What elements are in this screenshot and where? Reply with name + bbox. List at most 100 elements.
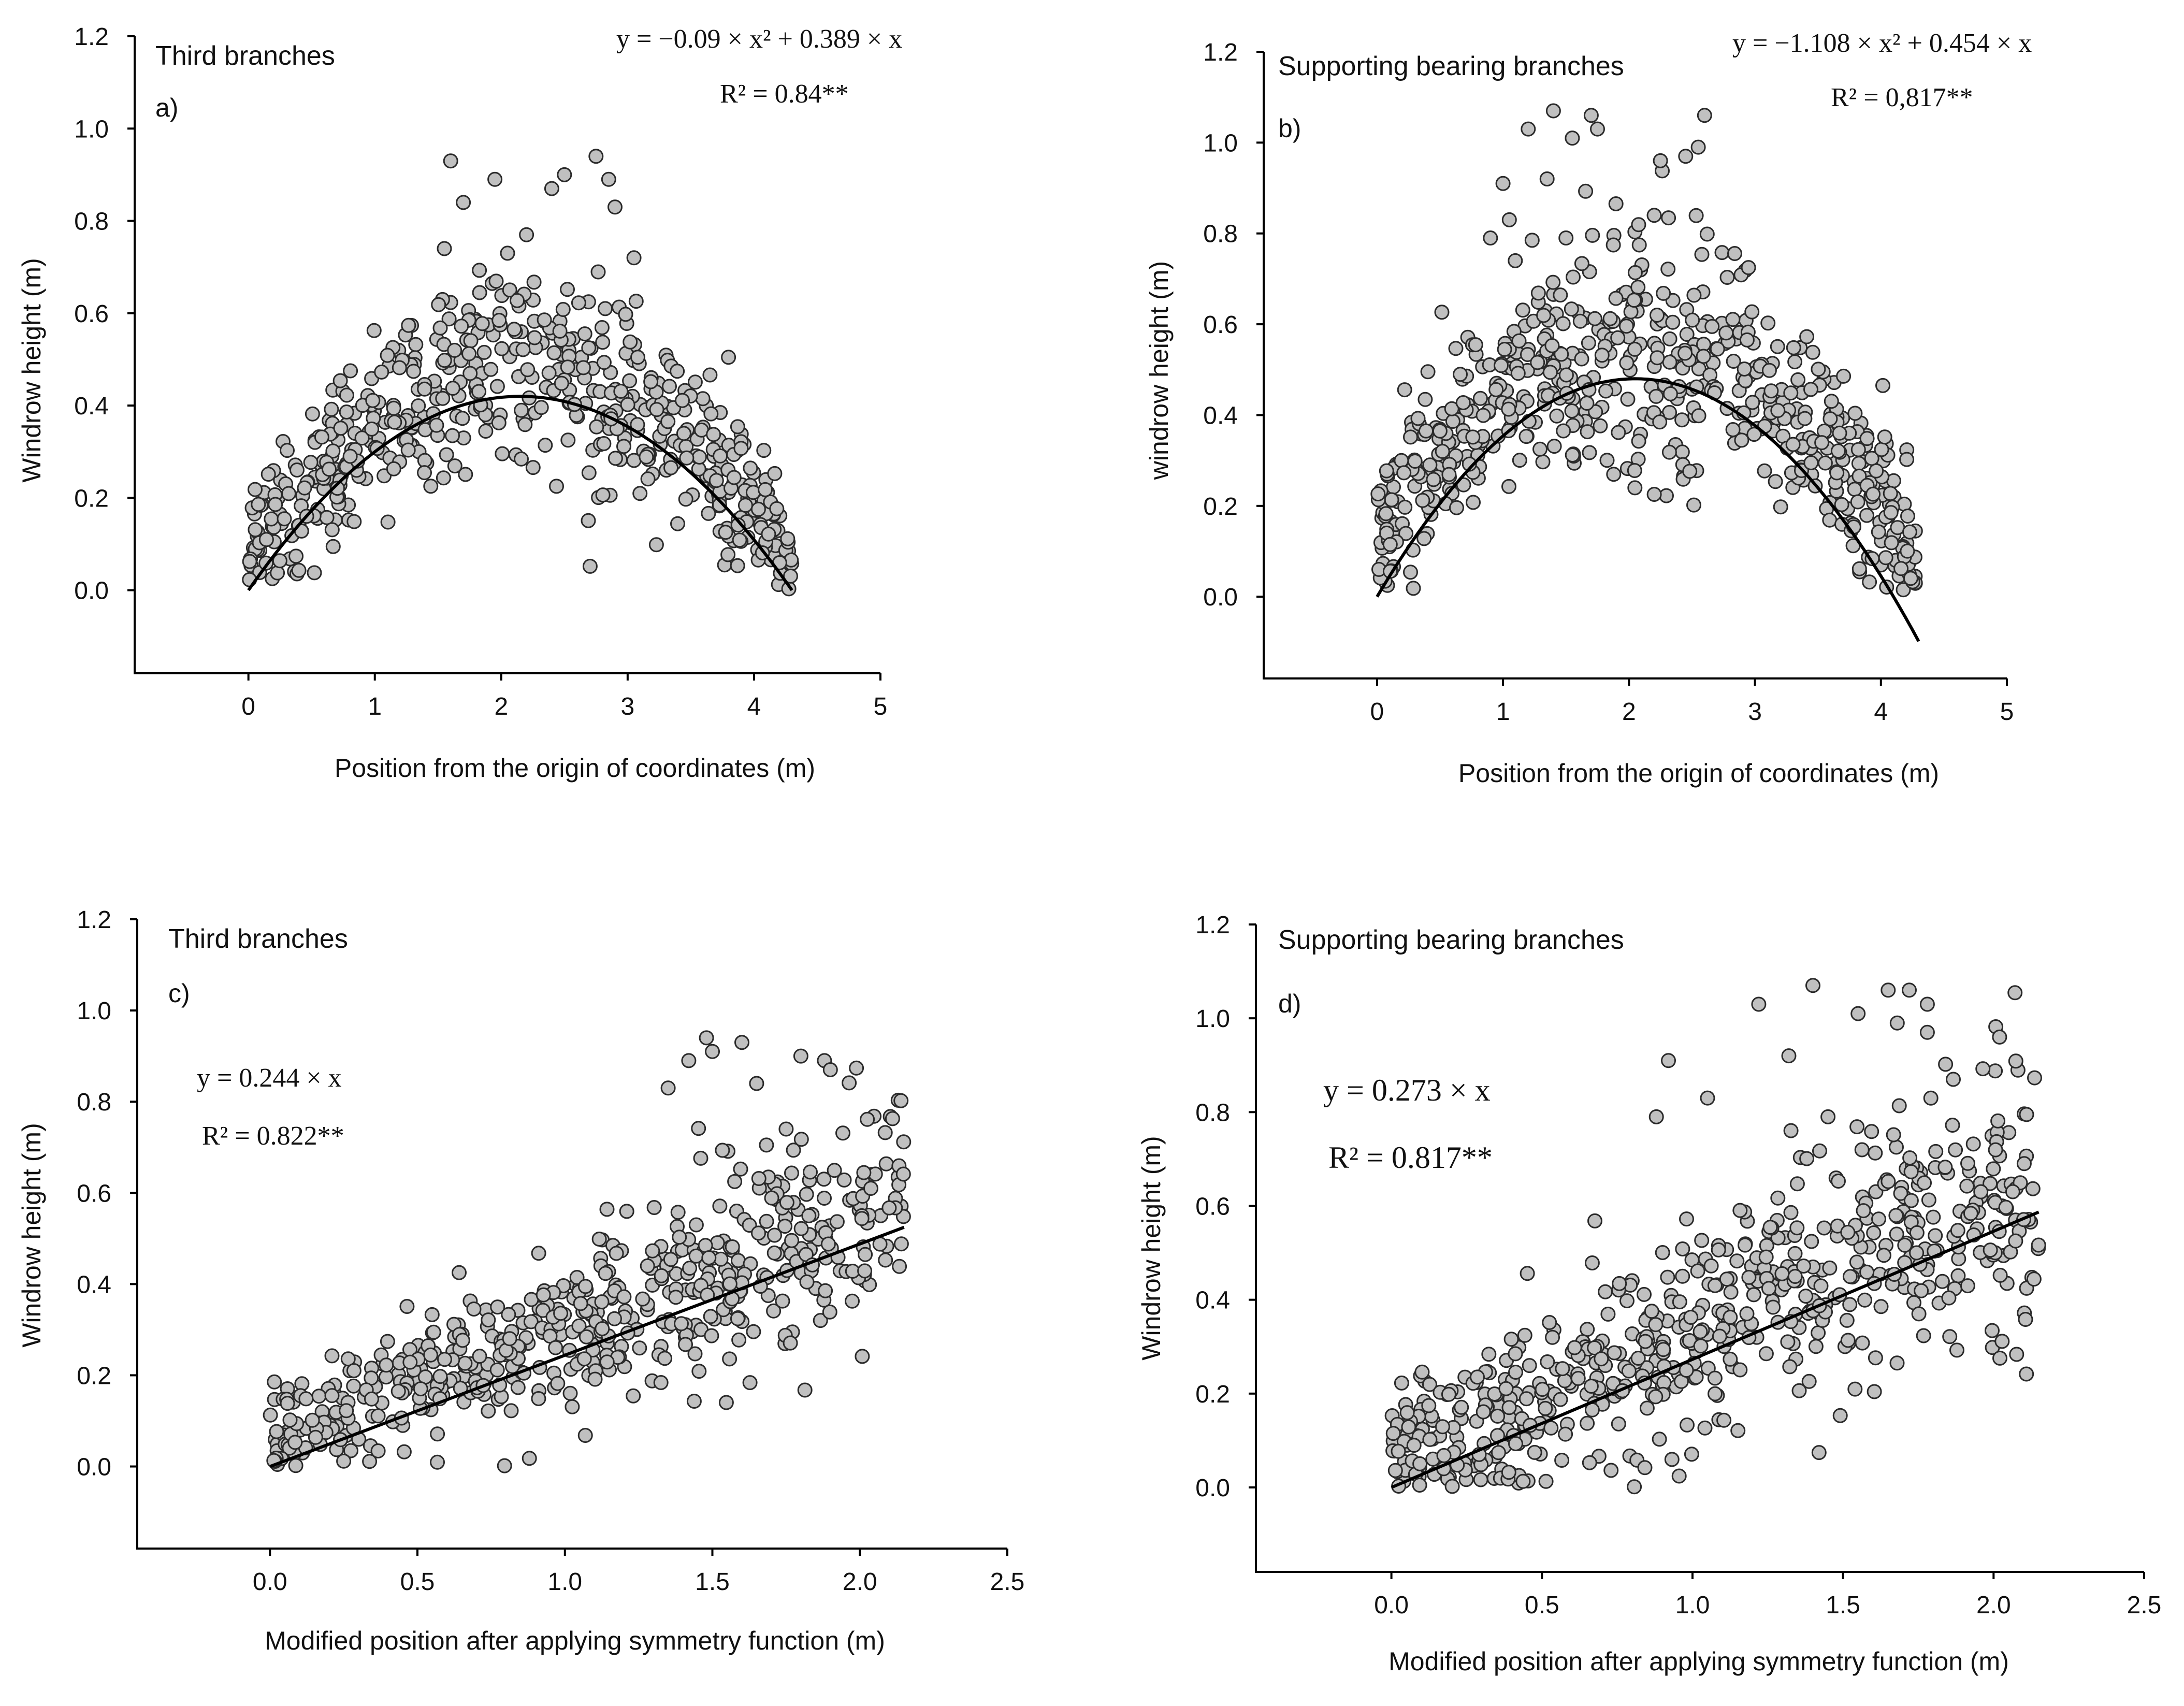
panel-b-data-point — [1662, 331, 1677, 346]
panel-c-data-point — [654, 1268, 669, 1283]
panel-a: 0 1 2 3 4 5 0.0 0.2 0.4 0.6 0.8 1.0 1.2 Third branch… — [17, 23, 902, 783]
panel-b-data-point — [1536, 308, 1552, 323]
panel-b-data-point — [1416, 531, 1432, 546]
panel-b-data-point — [1847, 406, 1863, 421]
panel-c-data-point — [287, 1435, 303, 1450]
panel-d-data-point — [1414, 1364, 1430, 1380]
panel-a-y-tick-label: 0.8 — [74, 208, 109, 236]
panel-c-data-point — [280, 1396, 295, 1411]
panel-d-data-point — [1983, 1176, 1998, 1191]
panel-d-data-point — [1730, 1423, 1746, 1438]
panel-b-points — [1370, 103, 1923, 598]
panel-a-data-point — [248, 522, 263, 538]
panel-a-data-point — [322, 461, 337, 477]
panel-b-data-point — [1847, 482, 1862, 497]
panel-a-data-point — [780, 531, 796, 546]
panel-d-data-point — [1761, 1281, 1776, 1296]
panel-c-data-point — [672, 1230, 687, 1245]
panel-c-data-point — [793, 1221, 809, 1236]
panel-c-data-point — [288, 1458, 303, 1473]
panel-b-x-tick-label: 1 — [1496, 698, 1510, 726]
panel-c-data-point — [578, 1329, 594, 1344]
panel-d-data-point — [1587, 1340, 1602, 1355]
panel-a-data-point — [670, 516, 685, 531]
panel-a-data-point — [374, 364, 389, 380]
panel-d-data-point — [1902, 982, 1917, 998]
panel-b-data-point — [1483, 230, 1498, 245]
panel-a-data-point — [517, 417, 533, 432]
panel-d-data-point — [1937, 1160, 1953, 1175]
panel-d-fit-line — [1391, 1210, 2040, 1489]
panel-b-data-point — [1850, 442, 1866, 457]
panel-a-data-point — [325, 443, 341, 459]
panel-d-x-tick-label: 2.5 — [2127, 1592, 2162, 1619]
panel-d-data-point — [1639, 1400, 1655, 1416]
panel-a-data-point — [431, 297, 446, 312]
panel-a-data-point — [324, 522, 340, 538]
panel-a-y-tick-label: 0.6 — [74, 300, 109, 328]
panel-d-data-point — [1607, 1345, 1622, 1361]
panel-c-data-point — [849, 1060, 864, 1076]
panel-b-data-point — [1874, 442, 1889, 457]
panel-d-data-point — [1693, 1324, 1708, 1339]
panel-b-data-point — [1814, 435, 1830, 451]
panel-c-data-point — [370, 1443, 386, 1458]
panel-b-data-point — [1725, 422, 1741, 437]
panel-c-data-point — [895, 1166, 911, 1182]
panel-b-data-point — [1418, 392, 1433, 407]
panel-d-data-point — [1567, 1340, 1582, 1355]
panel-c-y-tick-label: 0.8 — [77, 1089, 111, 1116]
panel-c-data-point — [308, 1429, 323, 1445]
panel-c-points — [263, 1030, 912, 1473]
panel-a-data-point — [701, 505, 716, 521]
panel-b-data-point — [1650, 308, 1665, 323]
panel-b-data-point — [1494, 358, 1509, 373]
panel-d-data-point — [1508, 1365, 1523, 1380]
panel-c-data-point — [799, 1187, 814, 1202]
panel-c-data-point — [432, 1369, 448, 1384]
panel-a-data-point — [613, 384, 629, 399]
panel-b-data-point — [1594, 348, 1610, 363]
panel-a-data-point — [251, 497, 266, 512]
panel-c-data-point — [553, 1306, 569, 1321]
panel-c-axes — [136, 919, 1007, 1550]
panel-d-data-point — [1570, 1371, 1586, 1386]
panel-d-data-point — [1804, 1234, 1819, 1249]
panel-d-data-point — [1401, 1419, 1416, 1435]
panel-b-data-point — [1403, 429, 1418, 445]
panel-b-y-tick-label: 0.0 — [1203, 584, 1238, 611]
panel-b-data-point — [1718, 325, 1734, 341]
panel-c-data-point — [452, 1265, 467, 1280]
panel-d-data-point — [1508, 1346, 1523, 1362]
panel-c-data-point — [339, 1403, 354, 1419]
panel-a-data-point — [436, 470, 451, 486]
panel-d-data-point — [2031, 1237, 2046, 1253]
panel-a-data-point — [441, 311, 457, 327]
panel-d-data-point — [1683, 1310, 1699, 1325]
panel-c-data-point — [501, 1307, 516, 1322]
panel-b-data-point — [1501, 401, 1516, 417]
panel-a-data-point — [767, 466, 783, 481]
panel-a-data-point — [307, 565, 322, 581]
panel-c-data-point — [413, 1381, 428, 1397]
panel-d-data-point — [1881, 1174, 1896, 1189]
panel-d-data-point — [1491, 1445, 1506, 1461]
panel-d-data-point — [1684, 1447, 1699, 1462]
panel-c-data-point — [730, 1253, 746, 1268]
panel-d-data-point — [1652, 1432, 1667, 1447]
panel-a-data-point — [549, 479, 564, 494]
panel-b-data-point — [1610, 330, 1626, 345]
panel-b-data-point — [1678, 149, 1694, 164]
panel-d-data-point — [1796, 1259, 1811, 1274]
panel-b-data-point — [1829, 465, 1845, 481]
panel-a-data-point — [608, 199, 623, 215]
panel-c-data-point — [855, 1349, 870, 1364]
panel-d-data-point — [1421, 1398, 1437, 1413]
panel-a-data-point — [581, 340, 597, 356]
panel-d-data-point — [1584, 1255, 1600, 1270]
panel-b-data-point — [1662, 354, 1677, 370]
panel-a-data-point — [445, 381, 460, 396]
panel-b-data-point — [1512, 453, 1527, 468]
panel-d-data-point — [1916, 1328, 1931, 1343]
panel-a-data-point — [489, 379, 505, 394]
